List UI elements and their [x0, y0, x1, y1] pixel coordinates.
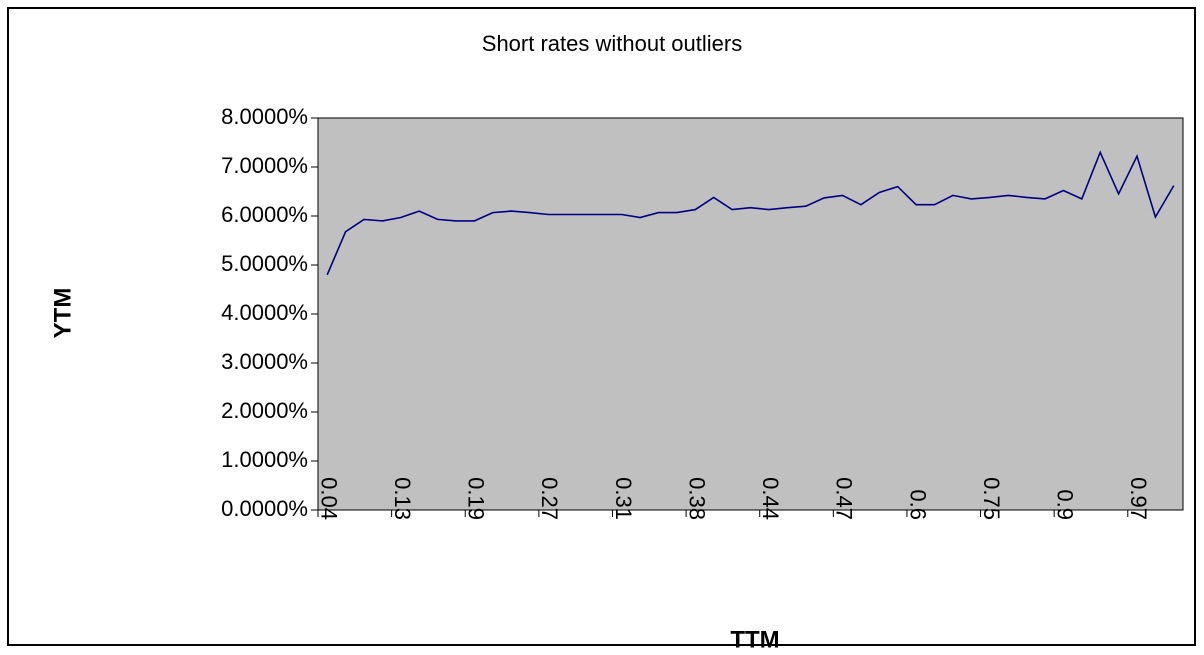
y-tick-label: 0.0000% — [221, 496, 308, 521]
y-axis-label: YTM — [49, 288, 76, 339]
y-tick-label: 6.0000% — [221, 202, 308, 227]
x-tick-label: 0.97 — [1126, 477, 1151, 520]
x-tick-label: 0.31 — [611, 477, 636, 520]
y-tick-label: 1.0000% — [221, 447, 308, 472]
x-tick-label: 0.19 — [464, 477, 489, 520]
plot-area — [317, 117, 1184, 511]
x-tick-label: 0.27 — [537, 477, 562, 520]
x-tick-label: 0.75 — [979, 477, 1004, 520]
x-tick-label: 0.44 — [758, 477, 783, 520]
y-tick-label: 2.0000% — [221, 398, 308, 423]
x-tick-label: 0.13 — [390, 477, 415, 520]
y-tick-label: 4.0000% — [221, 300, 308, 325]
x-tick-label: 0.38 — [684, 477, 709, 520]
y-tick-label: 8.0000% — [221, 104, 308, 129]
y-tick-label: 3.0000% — [221, 349, 308, 374]
x-axis-label: TTM — [730, 626, 779, 653]
y-tick-label: 5.0000% — [221, 251, 308, 276]
x-tick-label: 0.04 — [316, 477, 341, 520]
y-tick-label: 7.0000% — [221, 153, 308, 178]
chart-title: Short rates without outliers — [482, 31, 742, 56]
series-line — [326, 150, 1175, 276]
x-tick-label: 0.6 — [905, 489, 930, 520]
x-tick-label: 0.47 — [832, 477, 857, 520]
x-tick-label: 0.9 — [1053, 489, 1078, 520]
